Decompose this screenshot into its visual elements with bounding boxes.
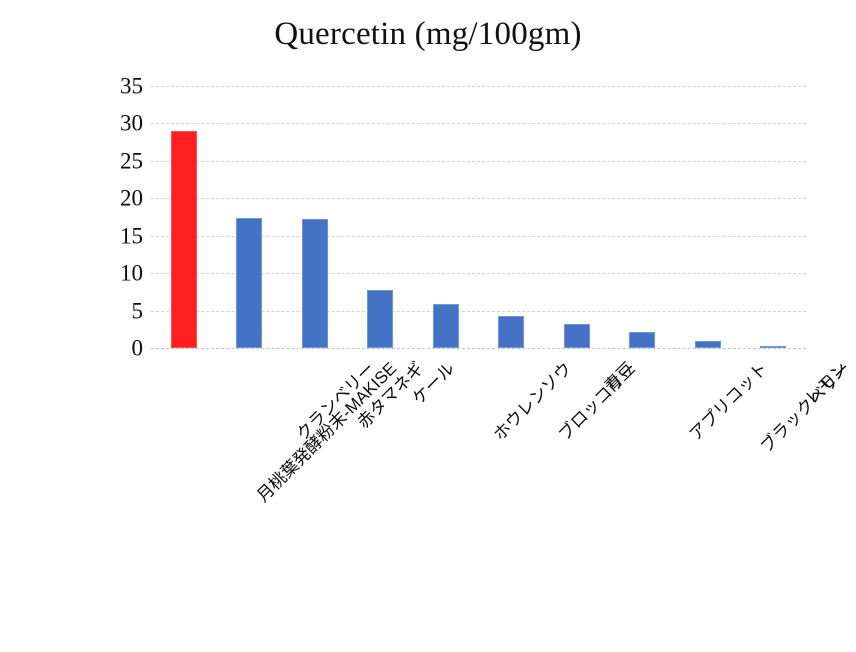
bar-3 bbox=[367, 289, 394, 348]
y-axis-tick-0: 0 bbox=[131, 335, 144, 361]
x-axis-label-9: レモン bbox=[802, 358, 853, 409]
y-axis-tick-10: 10 bbox=[120, 260, 143, 286]
x-axis-labels: 月桃葉発酵粉末-MAKISE クランベリー 赤タマネギ ケール ホウレンソウ ブロッコリー… bbox=[0, 348, 856, 648]
x-axis-label-0: 月桃葉発酵粉末-MAKISE bbox=[252, 358, 402, 506]
gridline-30 bbox=[151, 123, 806, 125]
bar-1 bbox=[236, 217, 263, 348]
gridline-5 bbox=[151, 310, 806, 312]
bar-4 bbox=[432, 303, 459, 348]
bar-2 bbox=[301, 219, 328, 348]
bar-5 bbox=[498, 315, 525, 348]
gridline-10 bbox=[151, 273, 806, 275]
y-axis-tick-30: 30 bbox=[120, 110, 143, 136]
gridline-15 bbox=[151, 235, 806, 237]
chart-title: Quercetin (mg/100gm) bbox=[274, 16, 582, 52]
x-axis-label-text: レモン bbox=[802, 358, 852, 409]
bar-7 bbox=[629, 331, 656, 348]
y-axis-tick-20: 20 bbox=[120, 185, 143, 211]
bar-9 bbox=[760, 345, 787, 348]
x-axis-label-7: アプリコット bbox=[686, 358, 773, 445]
x-axis-label-text: 月桃葉発酵粉末-MAKISE bbox=[252, 358, 400, 506]
gridline-0 bbox=[151, 348, 806, 349]
bar-6 bbox=[563, 324, 590, 348]
bar-0 bbox=[170, 130, 197, 348]
gridline-20 bbox=[151, 198, 806, 200]
y-axis-tick-25: 25 bbox=[120, 148, 143, 174]
gridline-25 bbox=[151, 160, 806, 162]
y-axis-tick-15: 15 bbox=[120, 223, 143, 249]
bar-8 bbox=[694, 340, 721, 348]
plot-area bbox=[151, 86, 806, 349]
x-axis-label-text: アプリコット bbox=[686, 358, 772, 445]
y-axis-tick-35: 35 bbox=[120, 73, 143, 99]
y-axis: 0 5 10 15 20 25 30 35 bbox=[101, 75, 144, 360]
y-axis-tick-5: 5 bbox=[131, 298, 144, 324]
gridline-35 bbox=[151, 86, 806, 87]
